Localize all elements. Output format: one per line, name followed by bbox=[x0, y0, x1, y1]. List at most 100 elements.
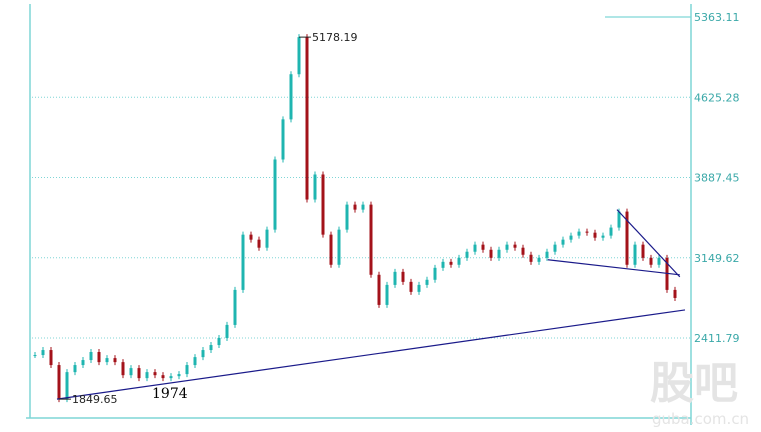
candle bbox=[545, 251, 549, 258]
candle bbox=[145, 372, 149, 379]
candle bbox=[329, 234, 333, 265]
candle bbox=[377, 274, 381, 305]
candle bbox=[633, 244, 637, 265]
candle bbox=[217, 337, 221, 346]
candle bbox=[33, 355, 37, 357]
candle bbox=[441, 261, 445, 268]
candle bbox=[345, 204, 349, 230]
candle bbox=[433, 267, 437, 280]
year-label: 1974 bbox=[152, 386, 188, 402]
candle bbox=[313, 174, 317, 200]
trendline bbox=[616, 209, 681, 278]
candle bbox=[553, 244, 557, 252]
candle bbox=[497, 249, 501, 258]
candle bbox=[577, 231, 581, 236]
candle bbox=[409, 281, 413, 292]
candle bbox=[41, 350, 45, 356]
candle bbox=[657, 257, 661, 265]
y-tick-label: 3887.45 bbox=[694, 172, 740, 185]
candle bbox=[185, 365, 189, 375]
candle bbox=[321, 174, 325, 235]
candle bbox=[169, 376, 173, 379]
candle bbox=[273, 159, 277, 230]
candle bbox=[369, 204, 373, 275]
candle bbox=[241, 234, 245, 290]
y-tick-label: 4625.28 bbox=[694, 91, 740, 104]
candle bbox=[529, 254, 533, 262]
candle bbox=[361, 204, 365, 210]
watermark: 股吧 guba.com.cn bbox=[650, 358, 749, 428]
candle bbox=[473, 244, 477, 252]
candle bbox=[105, 358, 109, 363]
candle bbox=[137, 368, 141, 379]
candle bbox=[121, 362, 125, 376]
annotations: 5178.19 1849.65 1974 bbox=[59, 31, 358, 406]
candle bbox=[521, 247, 525, 255]
candle bbox=[425, 279, 429, 285]
candle bbox=[249, 234, 253, 240]
candle bbox=[601, 235, 605, 238]
candle bbox=[97, 352, 101, 363]
candle bbox=[353, 204, 357, 210]
candle bbox=[281, 119, 285, 160]
trendline bbox=[56, 309, 686, 400]
candle bbox=[337, 229, 341, 265]
candle bbox=[505, 244, 509, 250]
candle bbox=[489, 249, 493, 258]
candle bbox=[561, 239, 565, 245]
candle bbox=[417, 284, 421, 292]
candle bbox=[65, 372, 69, 400]
candle bbox=[641, 244, 645, 258]
candle bbox=[193, 357, 197, 366]
candle bbox=[649, 257, 653, 265]
candle bbox=[481, 244, 485, 250]
candle bbox=[153, 372, 157, 376]
candle bbox=[585, 231, 589, 233]
watermark-logo: 股吧 bbox=[650, 358, 738, 409]
watermark-site: guba.com.cn bbox=[652, 410, 749, 428]
candle bbox=[73, 365, 77, 373]
candle bbox=[161, 375, 165, 379]
candle bbox=[449, 261, 453, 265]
y-axis-ticks: 5363.11 4625.28 3887.45 3149.62 2411.79 bbox=[694, 11, 740, 345]
candle bbox=[401, 271, 405, 282]
candle bbox=[89, 352, 93, 361]
y-tick-label: 5363.11 bbox=[694, 11, 740, 24]
candle bbox=[113, 358, 117, 363]
candle bbox=[225, 324, 229, 338]
candle bbox=[569, 235, 573, 240]
candle bbox=[625, 211, 629, 265]
candle bbox=[593, 232, 597, 238]
y-tick-label: 3149.62 bbox=[694, 252, 740, 265]
candle bbox=[289, 74, 293, 120]
candle bbox=[209, 345, 213, 351]
candle bbox=[57, 365, 61, 400]
trendline bbox=[547, 259, 680, 276]
candle bbox=[201, 350, 205, 358]
candle bbox=[257, 239, 261, 248]
candle bbox=[49, 350, 53, 366]
candle bbox=[673, 289, 677, 298]
candle bbox=[385, 284, 389, 305]
candle bbox=[513, 244, 517, 248]
candle bbox=[393, 271, 397, 285]
candle bbox=[617, 211, 621, 228]
trendlines bbox=[56, 209, 686, 400]
candle bbox=[465, 251, 469, 258]
candle bbox=[609, 227, 613, 236]
y-tick-label: 2411.79 bbox=[694, 332, 740, 345]
candles bbox=[33, 34, 677, 403]
price-annotation: 1849.65 bbox=[72, 393, 118, 406]
grid-lines bbox=[32, 16, 691, 339]
candle bbox=[305, 37, 309, 200]
candle bbox=[81, 360, 85, 366]
candle bbox=[177, 374, 181, 377]
candle bbox=[537, 257, 541, 262]
candle bbox=[457, 257, 461, 265]
candle bbox=[297, 37, 301, 75]
candle bbox=[233, 289, 237, 325]
price-annotation: 5178.19 bbox=[312, 31, 358, 44]
candle bbox=[265, 229, 269, 248]
candle bbox=[129, 368, 133, 376]
